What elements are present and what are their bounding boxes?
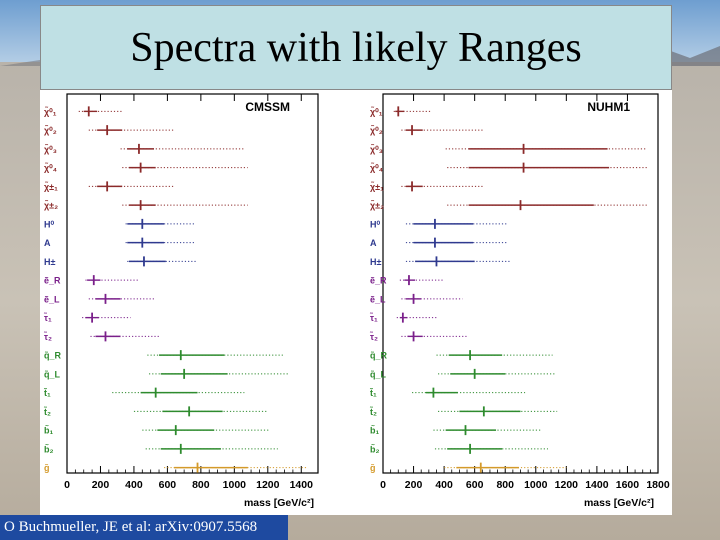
particle-label: H± (44, 257, 55, 267)
particle-label: τ̃₂ (369, 331, 378, 342)
particle-label: g̃ (370, 463, 376, 473)
particle-label: χ̃±₂ (370, 200, 384, 211)
particle-label: t̃₂ (43, 406, 51, 417)
x-tick-label: 1200 (555, 479, 579, 491)
particle-label: q̃_L (370, 369, 387, 379)
particle-label: b̃₂ (44, 443, 54, 454)
particle-label: H⁰ (370, 219, 380, 229)
particle-label: τ̃₂ (43, 331, 52, 342)
x-tick-label: 0 (64, 479, 70, 491)
x-axis-label: mass [GeV/c²] (584, 497, 654, 509)
particle-label: H⁰ (44, 219, 54, 229)
particle-label: ẽ_L (44, 294, 60, 304)
particle-label: t̃₂ (369, 406, 377, 417)
particle-label: q̃_R (44, 351, 62, 361)
page-title: Spectra with likely Ranges (130, 24, 582, 71)
particle-label: t̃₁ (369, 387, 377, 398)
x-axis-label: mass [GeV/c²] (244, 497, 314, 509)
x-tick-label: 600 (466, 479, 484, 491)
particle-label: χ̃±₁ (370, 181, 384, 192)
panel-title: CMSSM (245, 100, 290, 114)
particle-label: b̃₂ (370, 443, 380, 454)
x-tick-label: 1600 (616, 479, 640, 491)
particle-label: q̃_L (44, 369, 61, 379)
particle-label: χ̃⁰₂ (370, 125, 383, 136)
particle-label: χ̃⁰₁ (370, 106, 383, 117)
x-tick-label: 1000 (223, 479, 247, 491)
particle-label: A (370, 238, 377, 248)
particle-label: ẽ_R (370, 276, 387, 286)
x-tick-label: 400 (435, 479, 453, 491)
particle-label: χ̃±₁ (44, 181, 58, 192)
title-box: Spectra with likely Ranges (40, 5, 672, 90)
x-tick-label: 400 (125, 479, 143, 491)
particle-label: χ̃±₂ (44, 200, 58, 211)
particle-label: b̃₁ (44, 425, 53, 436)
x-tick-label: 1000 (524, 479, 548, 491)
particle-label: χ̃⁰₃ (44, 143, 57, 154)
x-tick-label: 0 (380, 479, 386, 491)
panel-title: NUHM1 (587, 100, 630, 114)
particle-label: χ̃⁰₂ (44, 125, 57, 136)
particle-label: q̃_R (370, 351, 388, 361)
panel-cmssm: CMSSM 0 200 400 600 800 1000 1200 1400 mass [GeV/… (43, 93, 319, 509)
citation: O Buchmueller, JE et al: arXiv:0907.5568 (0, 515, 288, 540)
x-tick-label: 1200 (256, 479, 280, 491)
particle-label: χ̃⁰₄ (370, 162, 383, 173)
x-tick-label: 1800 (646, 479, 670, 491)
x-tick-label: 600 (159, 479, 177, 491)
particle-label: ẽ_R (44, 276, 61, 286)
particle-label: χ̃⁰₄ (44, 162, 57, 173)
x-tick-label: 800 (192, 479, 210, 491)
x-tick-label: 800 (496, 479, 514, 491)
spectra-chart: CMSSM 0 200 400 600 800 1000 1200 1400 mass [GeV/… (40, 90, 672, 515)
panel-nuhm1: NUHM1 0 200 400 600 800 1000 1200 1400 1600 1800 ma… (369, 93, 670, 509)
particle-label: t̃₁ (43, 387, 51, 398)
particle-label: g̃ (44, 463, 50, 473)
particle-label: τ̃₁ (43, 312, 52, 323)
particle-label: ẽ_L (370, 294, 386, 304)
x-tick-label: 200 (405, 479, 423, 491)
particle-label: b̃₁ (370, 425, 379, 436)
particle-label: H± (370, 257, 381, 267)
x-tick-label: 1400 (290, 479, 314, 491)
x-tick-label: 1400 (585, 479, 609, 491)
x-tick-label: 200 (92, 479, 110, 491)
particle-label: τ̃₁ (369, 312, 378, 323)
particle-label: χ̃⁰₃ (370, 143, 383, 154)
particle-label: χ̃⁰₁ (44, 106, 57, 117)
particle-label: A (44, 238, 51, 248)
